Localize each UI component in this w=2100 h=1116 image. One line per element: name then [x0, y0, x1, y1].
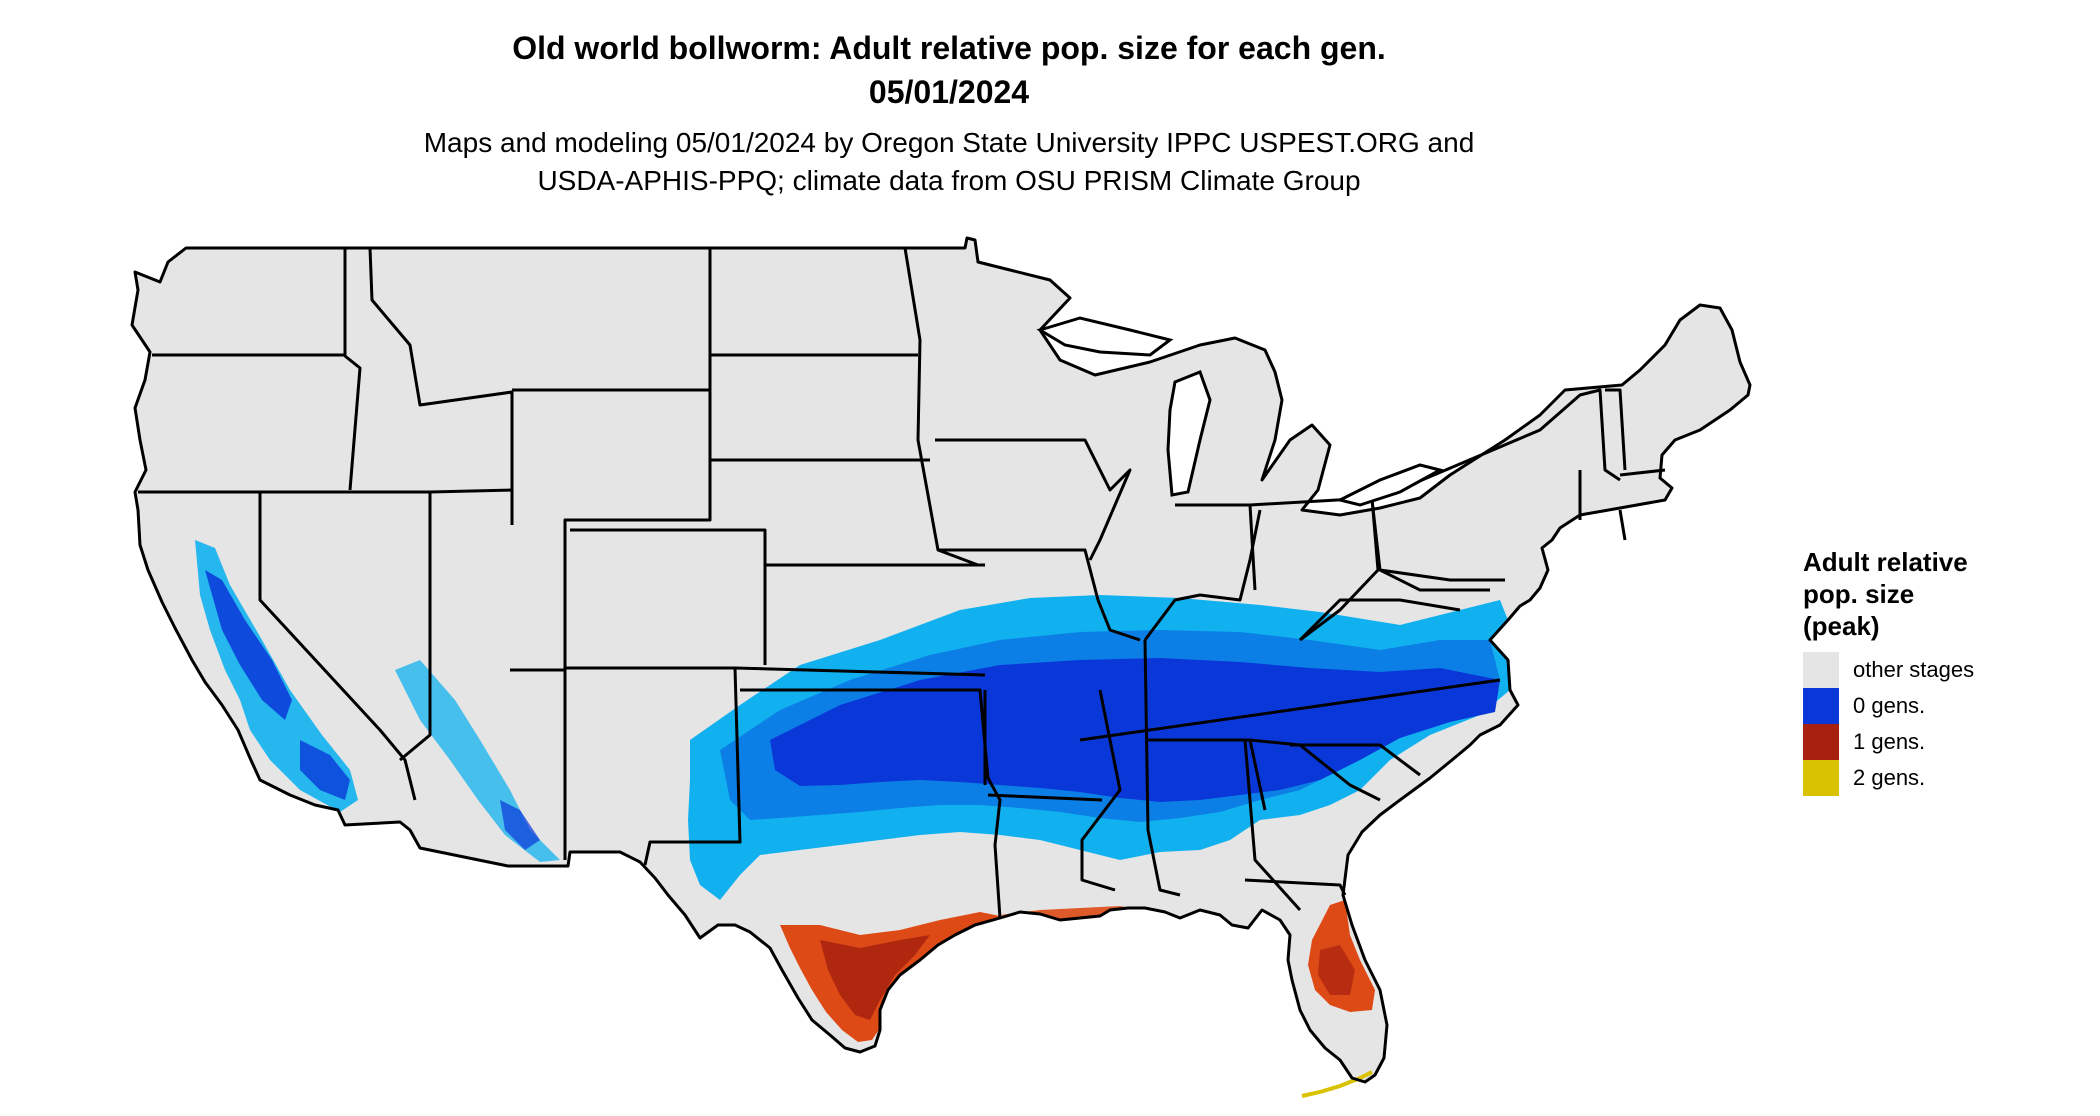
legend-label: other stages [1853, 657, 1975, 682]
legend-title-line1: Adult relative [1803, 547, 1968, 577]
map-title-line1: Old world bollworm: Adult relative pop. … [512, 30, 1386, 66]
map-subtitle: Maps and modeling 05/01/2024 by Oregon S… [0, 124, 1898, 200]
zone-yellow-florida-keys [1301, 1070, 1373, 1098]
legend-item-0-gens: 0 gens. [1803, 688, 2063, 724]
legend-swatch [1803, 724, 1839, 760]
map-title: Old world bollworm: Adult relative pop. … [0, 26, 1898, 114]
legend-label: 2 gens. [1853, 765, 1926, 790]
legend-swatch [1803, 688, 1839, 724]
zone-red-florida [1318, 945, 1355, 995]
legend: Adult relative pop. size (peak) other st… [1803, 546, 2063, 796]
map-subtitle-line2: USDA-APHIS-PPQ; climate data from OSU PR… [537, 165, 1361, 196]
legend-label: 1 gens. [1853, 729, 1926, 754]
legend-title-line3: (peak) [1803, 611, 1880, 641]
map-subtitle-line1: Maps and modeling 05/01/2024 by Oregon S… [423, 127, 1475, 158]
lake-superior [1036, 316, 1174, 357]
legend-label: 0 gens. [1853, 693, 1926, 718]
zone-red-south-texas [820, 935, 930, 1020]
legend-title-line2: pop. size [1803, 579, 1915, 609]
lake-erie [1335, 463, 1445, 507]
legend-item-1-gens: 1 gens. [1803, 724, 2063, 760]
zone-dark-blue-california [205, 570, 292, 720]
great-lakes [1036, 316, 1445, 507]
legend-swatch [1803, 760, 1839, 796]
zone-dark-blue-socal [300, 740, 350, 800]
legend-swatch [1803, 652, 1839, 688]
map-title-date: 05/01/2024 [868, 74, 1030, 110]
state-borders [130, 236, 1752, 1084]
legend-title: Adult relative pop. size (peak) [1803, 546, 2063, 642]
zone-dark-blue-central [770, 658, 1500, 802]
legend-item-2-gens: 2 gens. [1803, 760, 2063, 796]
zone-dark-blue-arizona [500, 800, 540, 850]
legend-item-other-stages: other stages [1803, 652, 2063, 688]
lake-michigan [1166, 370, 1212, 497]
